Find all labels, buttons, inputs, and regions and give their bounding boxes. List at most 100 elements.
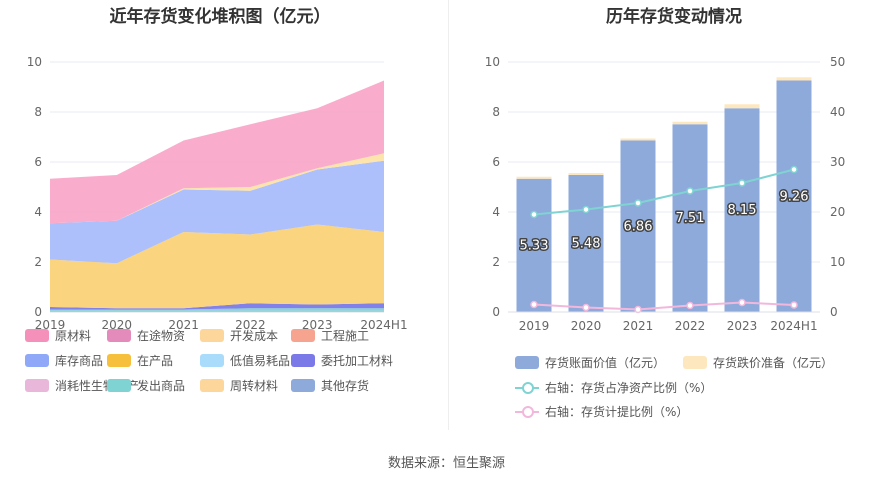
bar-impairment-reserve (516, 176, 552, 179)
left-legend-item[interactable]: 库存商品 (25, 352, 103, 369)
bar-data-label: 6.86 (624, 219, 653, 234)
right-legend-item[interactable]: 存货跌价准备（亿元） (683, 354, 833, 371)
legend-swatch (200, 379, 224, 392)
legend-label: 工程施工 (321, 329, 370, 343)
bar-impairment-reserve (568, 173, 604, 175)
legend-label: 开发成本 (230, 329, 279, 343)
data-source: 数据来源：恒生聚源 (387, 456, 505, 471)
left-x-tick-label: 2020 (102, 318, 133, 332)
left-legend-item[interactable]: 其他存货 (291, 377, 369, 394)
legend-swatch (200, 329, 224, 342)
legend-label: 在产品 (137, 354, 174, 368)
right-x-tick-label: 2024H1 (770, 319, 817, 333)
point-provision-ratio (530, 300, 538, 309)
left-area-series (50, 153, 384, 224)
left-area-series (50, 80, 384, 224)
left-legend-item[interactable]: 低值易耗品 (200, 352, 290, 369)
legend-swatch (107, 329, 131, 342)
bar-book-value (776, 80, 812, 312)
bar-impairment-reserve (776, 77, 812, 81)
right-left-axis-tick-label: 6 (492, 155, 500, 169)
legend-swatch (291, 354, 315, 367)
bar-impairment-reserve (672, 121, 708, 125)
legend-swatch (107, 354, 131, 367)
right-x-tick-label: 2023 (727, 319, 758, 333)
point-provision-ratio (686, 301, 694, 310)
right-legend-item[interactable]: 存货账面价值（亿元） (515, 354, 665, 371)
bar-impairment-reserve (620, 138, 656, 141)
bar-data-label: 5.33 (520, 238, 549, 253)
legend-swatch (291, 379, 315, 392)
legend-line-swatch (515, 405, 539, 418)
point-inventory-to-net-assets (790, 165, 798, 174)
left-legend-item[interactable]: 原材料 (25, 327, 91, 344)
left-y-tick-label: 4 (34, 205, 42, 219)
bar-book-value (568, 175, 604, 312)
left-x-tick-label: 2022 (235, 318, 266, 332)
left-legend-item[interactable]: 周转材料 (200, 377, 278, 394)
legend-label: 存货跌价准备（亿元） (713, 356, 834, 370)
point-inventory-to-net-assets (686, 187, 694, 195)
left-legend-item[interactable]: 开发成本 (200, 327, 278, 344)
legend-swatch (107, 379, 131, 392)
legend-swatch (683, 356, 707, 369)
left-legend-item[interactable]: 发出商品 (107, 377, 185, 394)
point-provision-ratio (738, 298, 746, 307)
bar-book-value (620, 140, 656, 312)
left-x-tick-label: 2021 (168, 318, 199, 332)
legend-swatch (515, 356, 539, 369)
right-legend-item[interactable]: 右轴：存货计提比例（%） (515, 403, 688, 420)
left-area-series (50, 303, 384, 310)
bar-book-value (672, 124, 708, 312)
legend-label: 委托加工材料 (321, 354, 394, 368)
right-left-axis-tick-label: 10 (485, 55, 500, 69)
left-area-series (50, 224, 384, 309)
right-x-tick-label: 2021 (623, 319, 654, 333)
right-legend-item[interactable]: 右轴：存货占净资产比例（%） (515, 379, 712, 396)
bar-impairment-reserve (724, 104, 760, 109)
legend-swatch (291, 329, 315, 342)
bar-data-label: 8.15 (728, 203, 757, 218)
right-right-axis-tick-label: 50 (830, 55, 845, 69)
left-y-tick-label: 6 (34, 155, 42, 169)
right-left-axis-tick-label: 0 (492, 305, 500, 319)
right-chart-title: 历年存货变动情况 (606, 7, 742, 27)
legend-swatch (25, 379, 49, 392)
legend-label: 右轴：存货占净资产比例（%） (545, 381, 713, 395)
right-right-axis-tick-label: 0 (830, 305, 838, 319)
left-chart-title: 近年存货变化堆积图（亿元） (109, 7, 331, 27)
left-area-series (50, 308, 384, 311)
right-x-tick-label: 2020 (571, 319, 602, 333)
legend-label: 其他存货 (321, 379, 370, 393)
right-left-axis-tick-label: 4 (492, 205, 500, 219)
right-right-axis-tick-label: 40 (830, 105, 845, 119)
point-inventory-to-net-assets (634, 199, 642, 207)
left-x-tick-label: 2019 (35, 318, 66, 332)
left-area-series (50, 160, 384, 264)
right-right-axis-tick-label: 20 (830, 205, 845, 219)
left-legend-item[interactable]: 在产品 (107, 352, 173, 369)
left-y-tick-label: 8 (34, 105, 42, 119)
legend-swatch (200, 354, 224, 367)
legend-line-marker (522, 382, 534, 394)
bar-data-label: 9.26 (780, 189, 809, 204)
left-legend-item[interactable]: 在途物资 (107, 327, 185, 344)
legend-label: 存货账面价值（亿元） (545, 356, 666, 370)
left-y-tick-label: 2 (34, 255, 42, 269)
left-legend-item[interactable]: 委托加工材料 (291, 352, 393, 369)
legend-label: 发出商品 (137, 379, 186, 393)
right-left-axis-tick-label: 8 (492, 105, 500, 119)
line-provision-ratio (533, 301, 795, 311)
line-inventory-to-net-assets (533, 168, 795, 216)
legend-label: 在途物资 (137, 329, 186, 343)
legend-label: 右轴：存货计提比例（%） (545, 405, 689, 419)
point-inventory-to-net-assets (582, 205, 590, 214)
legend-label: 原材料 (55, 329, 92, 343)
right-x-tick-label: 2022 (675, 319, 706, 333)
right-left-axis-tick-label: 2 (492, 255, 500, 269)
legend-swatch (25, 329, 49, 342)
right-x-tick-label: 2019 (519, 319, 550, 333)
point-provision-ratio (582, 303, 590, 312)
legend-label: 周转材料 (230, 379, 279, 393)
left-legend-item[interactable]: 工程施工 (291, 327, 369, 344)
